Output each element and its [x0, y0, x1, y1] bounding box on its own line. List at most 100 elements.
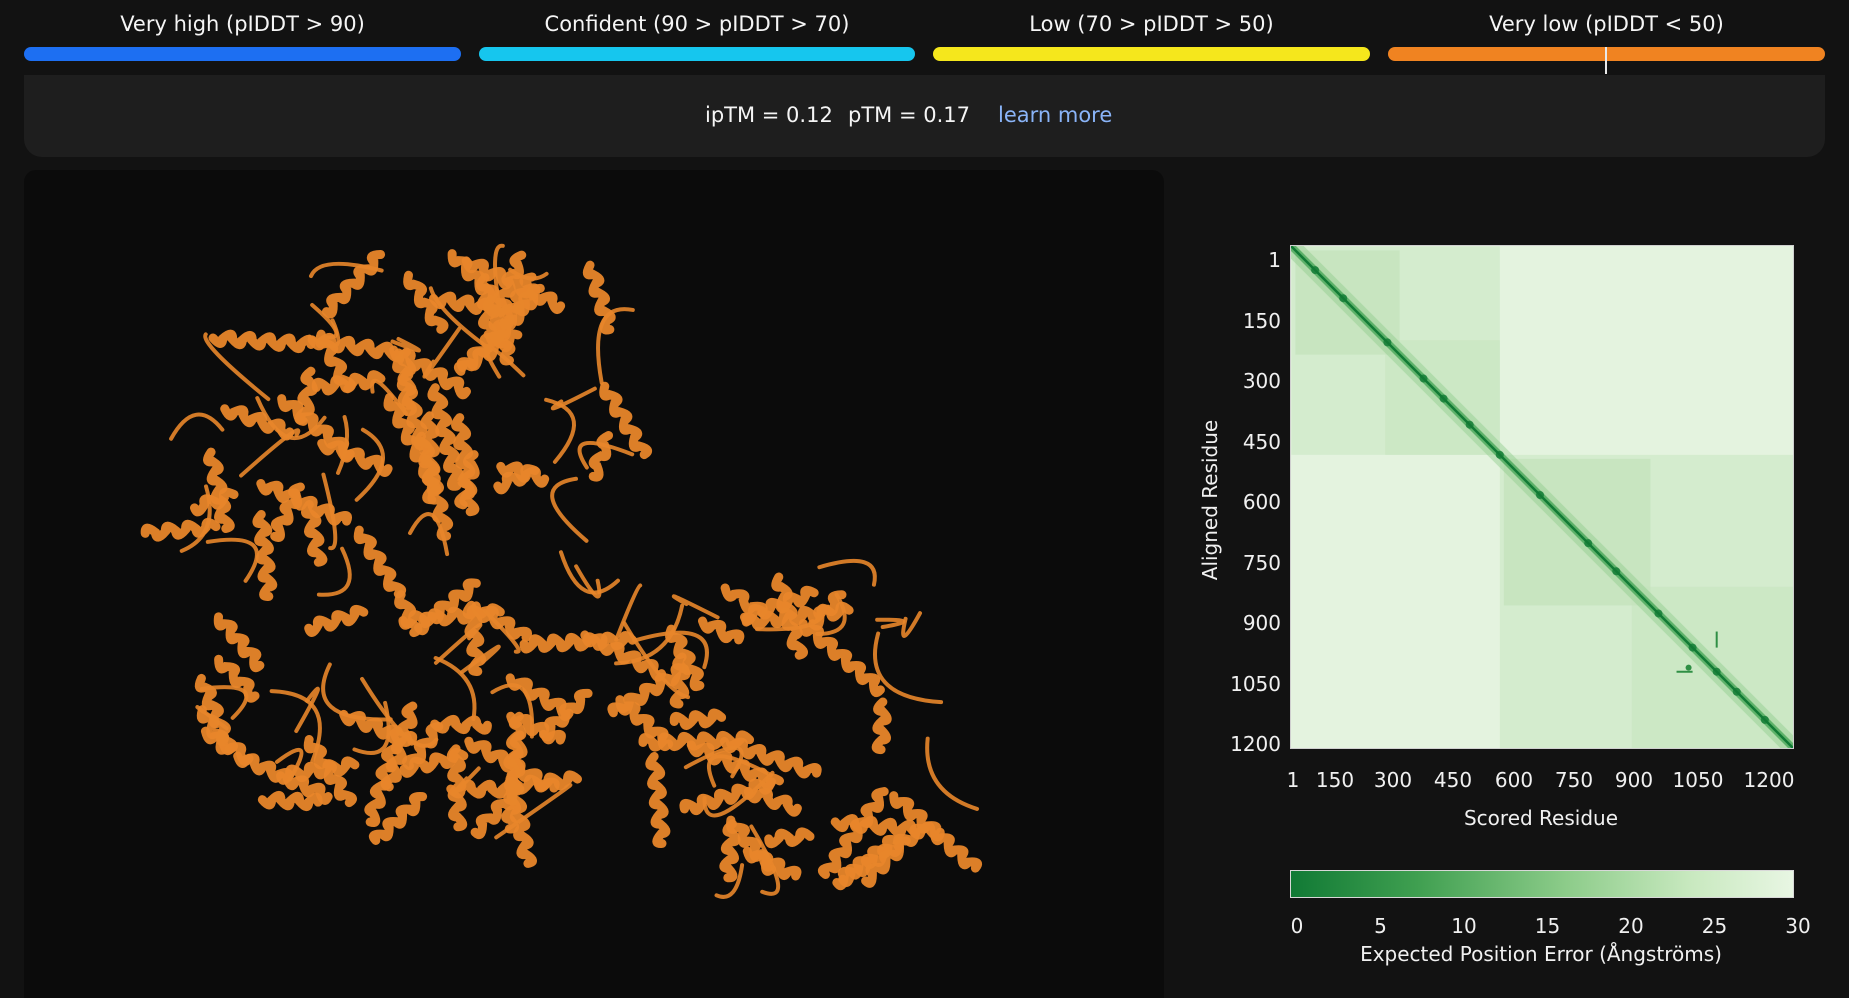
helix-segment: [726, 815, 777, 876]
pae-diagonal-node: [1654, 609, 1663, 618]
colorbar-tick-label: 15: [1534, 914, 1561, 938]
loop-segment: [309, 261, 384, 279]
structure-viewer[interactable]: [24, 170, 1164, 998]
legend-color-bar: [933, 47, 1370, 61]
helix-segment: [871, 697, 892, 755]
helix-segment: [764, 827, 815, 849]
pae-diagonal-node: [1760, 715, 1769, 724]
legend-label: Very high (pIDDT > 90): [120, 12, 365, 36]
loop-segment: [433, 656, 477, 721]
pae-y-axis-label: Aligned Residue: [1198, 419, 1222, 581]
loop-segment: [550, 476, 589, 543]
helix-segment: [389, 345, 471, 400]
helix-segment: [720, 583, 768, 618]
helix-segment: [486, 283, 545, 347]
legend-label: Very low (pIDDT < 50): [1489, 12, 1724, 36]
loop-segment: [179, 484, 212, 553]
legend-low: Low (70 > pIDDT > 50): [933, 0, 1370, 70]
pae-diagonal-node: [1439, 394, 1448, 403]
loop-segment: [336, 415, 350, 475]
loop-segment: [307, 318, 341, 349]
helix-segment: [506, 711, 566, 745]
x-tick-label: 600: [1494, 768, 1534, 792]
colorbar-tick-label: 5: [1374, 914, 1387, 938]
helix-segment: [818, 787, 889, 879]
helix-segment: [301, 499, 328, 567]
loop-segment: [901, 611, 923, 638]
helix-segment: [698, 616, 745, 645]
y-tick-label: 450: [1242, 429, 1281, 454]
helix-segment: [447, 249, 513, 314]
loop-segment: [459, 644, 501, 675]
legend-label: Confident (90 > pIDDT > 70): [544, 12, 850, 36]
helix-segment: [403, 270, 449, 334]
loop-segment: [321, 662, 393, 722]
pae-diagonal-node: [1688, 643, 1697, 652]
helix-segment: [413, 578, 481, 636]
helix-segment: [861, 836, 911, 888]
x-tick-label: 1: [1286, 768, 1300, 792]
x-tick-label: 750: [1554, 768, 1594, 792]
helix-segment: [599, 381, 652, 460]
learn-more-link[interactable]: learn more: [998, 103, 1113, 127]
helix-segment: [665, 624, 705, 692]
legend-color-bar: [24, 47, 461, 61]
helix-segment: [743, 786, 802, 817]
pae-diagonal-node: [1495, 450, 1504, 459]
pae-heatmap-plot[interactable]: [1291, 246, 1793, 748]
pae-x-axis-label: Scored Residue: [1463, 806, 1619, 830]
helix-segment: [196, 705, 231, 755]
loop-segment: [408, 512, 450, 557]
loop-segment: [815, 592, 847, 637]
helix-segment: [213, 612, 265, 672]
colorbar-tick-label: 0: [1290, 914, 1304, 938]
confidence-score-panel: ipTM = 0.12 pTM = 0.17 learn more: [24, 75, 1825, 157]
loop-segment: [873, 631, 944, 705]
pae-diagonal-node: [1339, 294, 1348, 303]
colorbar-tick-label: 30: [1785, 914, 1811, 938]
plddt-marker: [1605, 47, 1607, 74]
helix-segment: [798, 619, 885, 697]
y-tick-label: 600: [1242, 490, 1281, 514]
loop-segment: [428, 286, 493, 353]
pae-diagonal-node: [1732, 687, 1741, 696]
x-tick-label: 1050: [1672, 768, 1724, 792]
protein-structure-render[interactable]: [24, 170, 1164, 998]
pae-diagonal-node: [1584, 539, 1593, 548]
loop-segment: [544, 397, 576, 464]
colorbar-tick-label: 20: [1618, 914, 1644, 938]
helix-segment: [506, 786, 537, 868]
helix-segment: [214, 654, 260, 703]
loop-segment: [205, 537, 259, 583]
pae-diagonal-node: [1465, 420, 1474, 429]
x-tick-label: 450: [1433, 768, 1473, 792]
helix-segment: [398, 603, 505, 630]
helix-segment: [430, 714, 492, 735]
loop-segment: [632, 630, 709, 670]
helix-segment: [679, 773, 784, 816]
loop-segment: [596, 307, 635, 385]
helix-segment: [220, 404, 295, 441]
pae-heatmap[interactable]: [1290, 245, 1794, 749]
loop-segment: [577, 441, 635, 470]
loop-segment: [714, 863, 745, 899]
y-tick-label: 300: [1242, 369, 1281, 393]
y-tick-label: 150: [1242, 308, 1281, 333]
helix-segment: [257, 790, 323, 812]
helix-segment: [208, 329, 316, 354]
helix-segment: [427, 383, 464, 491]
pae-diagonal-node: [1612, 567, 1621, 576]
legend-label: Low (70 > pIDDT > 50): [1029, 12, 1274, 36]
helix-segment: [504, 770, 582, 795]
helix-segment: [277, 394, 355, 461]
plddt-legend: Very high (pIDDT > 90) Confident (90 > p…: [0, 0, 1849, 74]
loop-segment: [370, 378, 409, 416]
loop-segment: [614, 583, 643, 642]
loop-segment: [558, 550, 620, 595]
colorbar-label: Expected Position Error (Ångströms): [1360, 942, 1722, 966]
y-tick-label: 1200: [1230, 732, 1281, 756]
loop-segment: [925, 736, 980, 811]
pae-diagonal-node: [1383, 338, 1392, 347]
helix-segment: [369, 791, 428, 845]
loop-segment: [707, 754, 774, 788]
